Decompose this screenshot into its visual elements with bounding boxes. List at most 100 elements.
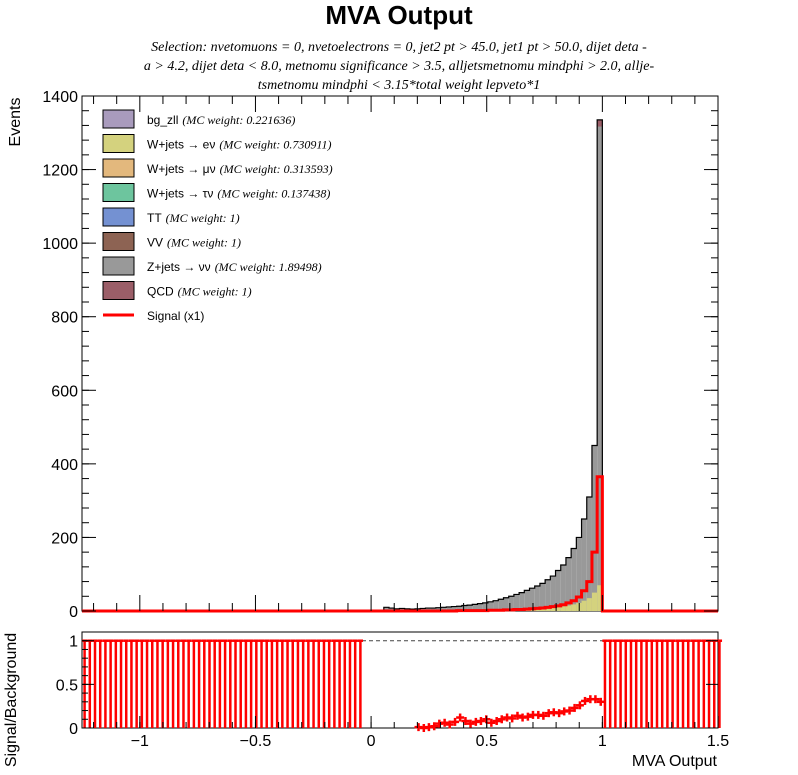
legend-label: W+jets → τν (MC weight: 0.137438) <box>147 187 330 201</box>
background-bin <box>441 607 447 611</box>
legend-label: QCD (MC weight: 1) <box>147 285 252 299</box>
background-bin <box>524 590 530 611</box>
main-y-tick-label: 600 <box>51 383 78 400</box>
background-bin <box>539 583 546 611</box>
background-bin <box>435 607 442 611</box>
legend-weight: (MC weight: 1) <box>166 211 240 225</box>
background-bin <box>498 599 504 611</box>
legend-weight: (MC weight: 1) <box>178 285 252 299</box>
wjets-enu-bin <box>571 604 577 611</box>
ratio-y-tick-label: 0.5 <box>56 677 78 694</box>
chart-title: MVA Output <box>325 0 473 30</box>
background-bin <box>456 606 462 611</box>
main-x-ticks <box>93 96 719 611</box>
main-y-axis-label: Events <box>7 98 24 147</box>
subtitle-line-2: a > 4.2, dijet deta < 8.0, metnomu signi… <box>144 59 655 74</box>
ratio-x-tick-label: 1.5 <box>707 733 729 750</box>
main-y-axis: 0 200 400 600 800 1000 1200 1400 <box>42 89 718 621</box>
ratio-x-tick-label: 0 <box>367 733 376 750</box>
background-bin <box>581 519 587 611</box>
background-bin <box>493 600 499 611</box>
legend-label: Z+jets → νν (MC weight: 1.89498) <box>147 260 322 274</box>
background-bin <box>555 570 561 611</box>
ratio-points <box>414 695 605 732</box>
legend-label: W+jets → μν (MC weight: 0.313593) <box>147 162 333 176</box>
background-bin <box>534 585 540 611</box>
legend-swatch <box>102 183 135 202</box>
background-bin <box>571 548 577 611</box>
legend-swatch <box>102 134 135 153</box>
background-bin <box>529 588 535 611</box>
ratio-plot-pad: 00.51 −1 −0.5 0 0.5 1 1.5 Signal/Background M… <box>3 631 729 770</box>
wjets-enu-bin <box>560 606 566 611</box>
legend-label: TT (MC weight: 1) <box>147 211 240 225</box>
wjets-enu-bin <box>565 605 572 611</box>
subtitle-line-3: tsmetnomu mindphi < 3.15*total weight le… <box>258 78 540 93</box>
background-bin <box>487 601 494 611</box>
legend-label: W+jets → eν (MC weight: 0.730911) <box>147 138 331 152</box>
ratio-x-axis-label: MVA Output <box>632 753 718 770</box>
legend-weight: (MC weight: 0.137438) <box>217 187 330 201</box>
signal-histogram <box>82 475 718 613</box>
ratio-y-axis: 00.51 <box>56 634 718 738</box>
ratio-y-tick-label: 1 <box>69 634 78 651</box>
background-bin <box>383 607 390 611</box>
legend-weight: (MC weight: 0.313593) <box>220 162 333 176</box>
main-y-tick-label: 1000 <box>42 236 78 253</box>
legend-swatch <box>102 207 135 227</box>
wjets-enu-bin <box>550 607 556 611</box>
legend-weight: (MC weight: 1.89498) <box>215 260 322 274</box>
background-bin <box>446 606 452 611</box>
ratio-x-tick-label: −1 <box>131 733 149 750</box>
ratio-bars <box>82 639 723 728</box>
signal-line <box>82 475 718 613</box>
main-y-tick-label: 800 <box>51 310 78 327</box>
subtitle-line-1: Selection: nvetomuons = 0, nvetoelectron… <box>151 40 647 55</box>
wjets-enu-bin <box>591 592 598 611</box>
main-y-tick-label: 200 <box>51 530 78 547</box>
background-bin <box>503 597 509 611</box>
background-bin <box>477 603 483 611</box>
legend-label: Signal (x1) <box>147 309 204 323</box>
legend-weight: (MC weight: 0.730911) <box>219 138 331 152</box>
legend-weight: (MC weight: 0.221636) <box>182 113 295 127</box>
background-bin <box>513 594 520 611</box>
background-bin <box>545 579 551 611</box>
legend-label: VV (MC weight: 1) <box>147 236 241 250</box>
background-bin <box>519 592 525 611</box>
background-bin <box>550 576 556 611</box>
ratio-x-tick-label: −0.5 <box>240 733 272 750</box>
background-bin <box>482 602 488 611</box>
wjets-enu-bin <box>586 598 592 611</box>
main-y-tick-label: 1200 <box>42 163 78 180</box>
legend-weight: (MC weight: 1) <box>167 236 241 250</box>
background-bin <box>467 605 473 611</box>
background-bin <box>461 605 468 611</box>
legend-label: bg_zll (MC weight: 0.221636) <box>147 113 295 127</box>
ratio-x-axis: −1 −0.5 0 0.5 1 1.5 <box>93 716 729 750</box>
wjets-enu-bin <box>581 600 587 611</box>
main-y-tick-label: 1400 <box>42 89 78 106</box>
wjets-enu-bin <box>597 585 603 611</box>
background-bin <box>576 537 582 611</box>
background-bin <box>591 445 598 611</box>
legend-swatch <box>102 281 135 300</box>
ratio-y-tick-label: 0 <box>69 721 78 738</box>
background-bin <box>560 565 566 611</box>
legend-swatch <box>102 256 135 276</box>
main-plot-pad: 0 200 400 600 800 1000 1200 1400 Events <box>7 89 719 621</box>
wjets-enu-bin <box>555 606 561 611</box>
background-bin <box>565 557 572 611</box>
legend: bg_zll (MC weight: 0.221636) W+jets → eν (M… <box>102 109 333 323</box>
qcd-bin <box>597 119 603 127</box>
legend-swatch <box>102 232 135 251</box>
background-bin <box>508 596 514 611</box>
background-bin <box>451 606 457 611</box>
ratio-x-tick-label: 0.5 <box>476 733 498 750</box>
legend-swatch <box>102 109 135 129</box>
background-bin <box>597 119 603 612</box>
background-outline <box>383 119 603 611</box>
wjets-enu-bin <box>545 607 551 611</box>
ratio-y-axis-label: Signal/Background <box>3 633 20 767</box>
